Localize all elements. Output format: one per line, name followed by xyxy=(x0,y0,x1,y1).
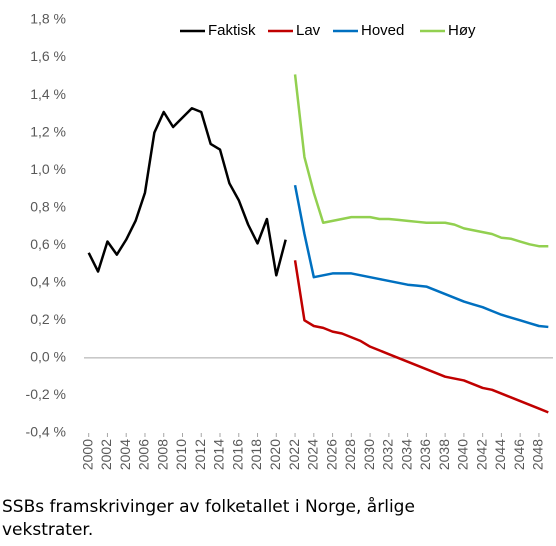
series-line xyxy=(87,106,287,277)
legend-label: Faktisk xyxy=(208,22,256,39)
x-tick-label: 2030 xyxy=(361,439,377,470)
x-tick-label: 2000 xyxy=(79,439,95,470)
x-tick-label: 2044 xyxy=(492,439,508,470)
x-tick-label: 2040 xyxy=(455,439,471,470)
x-tick-label: 2028 xyxy=(342,439,358,470)
x-tick-label: 2034 xyxy=(398,439,414,470)
x-tick-label: 2042 xyxy=(473,439,489,470)
x-tick-label: 2032 xyxy=(380,439,396,470)
x-tick-label: 2012 xyxy=(192,439,208,470)
y-tick-label: 0,6 % xyxy=(30,236,66,252)
x-tick-label: 2048 xyxy=(530,439,546,470)
y-tick-label: 0,8 % xyxy=(30,198,66,214)
series-line xyxy=(293,260,549,414)
y-tick-label: 1,8 % xyxy=(30,11,66,27)
x-tick-label: 2004 xyxy=(117,439,133,470)
x-tick-label: 2002 xyxy=(98,439,114,470)
legend-label: Lav xyxy=(296,22,321,39)
x-tick-label: 2038 xyxy=(436,439,452,470)
x-tick-label: 2014 xyxy=(211,439,227,470)
x-tick-label: 2018 xyxy=(248,439,264,470)
x-tick-label: 2046 xyxy=(511,439,527,470)
x-tick-label: 2006 xyxy=(136,439,152,470)
x-tick-label: 2036 xyxy=(417,439,433,470)
caption: SSBs framskrivinger av folketallet i Nor… xyxy=(2,497,415,540)
y-tick-label: 1,4 % xyxy=(30,86,66,102)
x-tick-label: 2024 xyxy=(305,439,321,470)
y-tick-label: 0,2 % xyxy=(30,311,66,327)
series-line xyxy=(293,184,549,329)
y-tick-label: 0,4 % xyxy=(30,274,66,290)
series-line xyxy=(293,74,549,248)
y-tick-label: 1,6 % xyxy=(30,48,66,64)
x-tick-label: 2016 xyxy=(229,439,245,470)
chart: -0,4 % -0,2 % 0,0 % 0,2 % 0,4 % 0,6 % 0,8 % 1,0… xyxy=(26,11,553,470)
y-tick-label: -0,4 % xyxy=(26,424,66,440)
x-tick-label: 2010 xyxy=(173,439,189,470)
x-tick-label: 2020 xyxy=(267,439,283,470)
x-tick-label: 2022 xyxy=(286,439,302,470)
legend-label: Høy xyxy=(448,22,476,39)
y-tick-label: 1,2 % xyxy=(30,123,66,139)
x-tick-label: 2026 xyxy=(323,439,339,470)
x-tick-label: 2008 xyxy=(154,439,170,470)
y-tick-label: -0,2 % xyxy=(26,386,66,402)
y-tick-label: 0,0 % xyxy=(30,349,66,365)
y-tick-label: 1,0 % xyxy=(30,161,66,177)
legend-label: Hoved xyxy=(361,22,404,39)
